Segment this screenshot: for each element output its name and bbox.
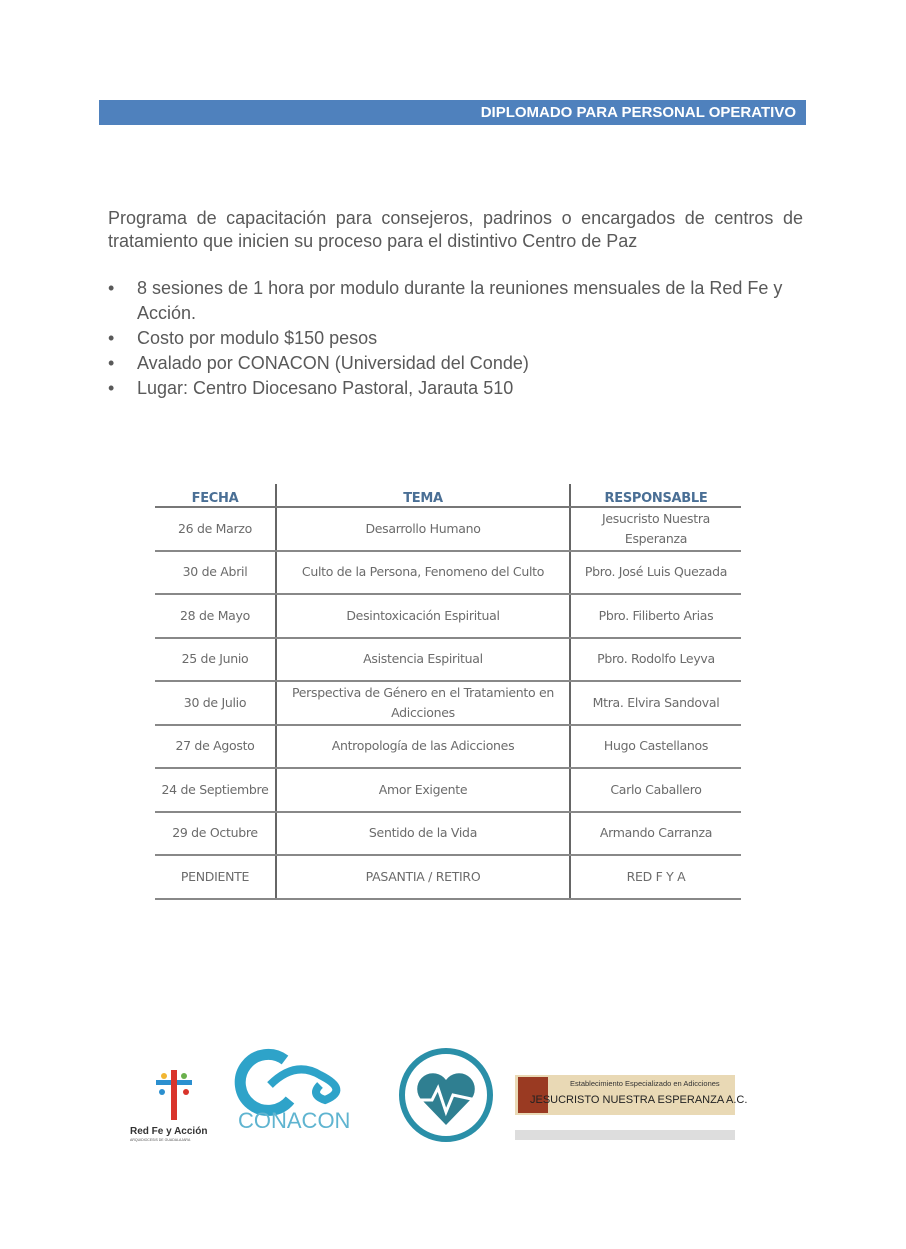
list-item: 8 sesiones de 1 hora por modulo durante … <box>108 276 803 326</box>
cell-fecha: 28 de Mayo <box>155 594 276 639</box>
table-row: PENDIENTE PASANTIA / RETIRO RED F Y A <box>155 855 741 900</box>
section-banner: DIPLOMADO PARA PERSONAL OPERATIVO <box>99 100 806 125</box>
cell-tema: PASANTIA / RETIRO <box>275 855 570 900</box>
table-row: 27 de Agosto Antropología de las Adiccion… <box>155 724 741 769</box>
svg-text:Red Fe y Acción: Red Fe y Acción <box>130 1126 207 1137</box>
list-item: Avalado por CONACON (Universidad del Con… <box>108 351 803 376</box>
schedule-table: FECHA TEMA RESPONSABLE 26 de Marzo Desarr… <box>155 484 741 900</box>
cell-tema: Antropología de las Adicciones <box>275 724 570 769</box>
svg-text:JESUCRISTO NUESTRA ESPERANZA A: JESUCRISTO NUESTRA ESPERANZA A.C. <box>530 1094 747 1106</box>
cell-fecha: 29 de Octubre <box>155 811 276 856</box>
cell-tema: Culto de la Persona, Fenomeno del Culto <box>275 550 570 595</box>
list-item: Lugar: Centro Diocesano Pastoral, Jaraut… <box>108 376 803 401</box>
cell-responsable: Jesucristo Nuestra Esperanza <box>569 507 741 552</box>
conacon-logo: CONACON <box>234 1048 350 1133</box>
table-row: 30 de Julio Perspectiva de Género en el T… <box>155 681 741 726</box>
svg-text:ARQUIDIOCESIS DE GUADALAJARA: ARQUIDIOCESIS DE GUADALAJARA <box>130 1138 191 1142</box>
cell-responsable: RED F Y A <box>569 855 741 900</box>
table-row: 28 de Mayo Desintoxicación Espiritual Pbro… <box>155 594 741 639</box>
table-row: 30 de Abril Culto de la Persona, Fenomeno… <box>155 550 741 595</box>
svg-text:CONACON: CONACON <box>238 1108 350 1133</box>
cell-tema: Desarrollo Humano <box>275 507 570 552</box>
cell-responsable: Carlo Caballero <box>569 768 741 813</box>
cell-responsable: Pbro. José Luis Quezada <box>569 550 741 595</box>
table-row: 29 de Octubre Sentido de la Vida Armando C… <box>155 811 741 856</box>
header-fecha: FECHA <box>155 484 276 508</box>
logos-strip: Red Fe y Acción ARQUIDIOCESIS DE GUADALA… <box>130 1048 747 1142</box>
cell-fecha: 30 de Abril <box>155 550 276 595</box>
details-list: 8 sesiones de 1 hora por modulo durante … <box>108 276 803 401</box>
red-fe-accion-logo: Red Fe y Acción ARQUIDIOCESIS DE GUADALA… <box>130 1070 207 1142</box>
list-item: Costo por modulo $150 pesos <box>108 326 803 351</box>
cell-tema: Desintoxicación Espiritual <box>275 594 570 639</box>
cell-fecha: PENDIENTE <box>155 855 276 900</box>
cell-fecha: 25 de Junio <box>155 637 276 682</box>
cell-responsable: Pbro. Rodolfo Leyva <box>569 637 741 682</box>
cell-responsable: Armando Carranza <box>569 811 741 856</box>
table-row: 25 de Junio Asistencia Espiritual Pbro. Ro… <box>155 637 741 682</box>
jesucristo-nuestra-esperanza-logo: Establecimiento Especializado en Adiccio… <box>515 1075 747 1140</box>
cell-tema: Amor Exigente <box>275 768 570 813</box>
cell-responsable: Hugo Castellanos <box>569 724 741 769</box>
cell-fecha: 27 de Agosto <box>155 724 276 769</box>
table-row: 24 de Septiembre Amor Exigente Carlo Cabal… <box>155 768 741 813</box>
svg-text:Establecimiento Especializado: Establecimiento Especializado en Adiccio… <box>570 1079 720 1088</box>
table-row: 26 de Marzo Desarrollo Humano Jesucristo N… <box>155 507 741 552</box>
heart-logo <box>399 1048 493 1142</box>
header-responsable: RESPONSABLE <box>569 484 741 508</box>
cell-tema: Perspectiva de Género en el Tratamiento … <box>275 681 570 726</box>
cell-responsable: Mtra. Elvira Sandoval <box>569 681 741 726</box>
cell-fecha: 30 de Julio <box>155 681 276 726</box>
cell-tema: Sentido de la Vida <box>275 811 570 856</box>
cell-responsable: Pbro. Filiberto Arias <box>569 594 741 639</box>
cell-fecha: 26 de Marzo <box>155 507 276 552</box>
cell-fecha: 24 de Septiembre <box>155 768 276 813</box>
header-tema: TEMA <box>275 484 570 508</box>
intro-paragraph: Programa de capacitación para consejeros… <box>108 208 803 251</box>
cell-tema: Asistencia Espiritual <box>275 637 570 682</box>
